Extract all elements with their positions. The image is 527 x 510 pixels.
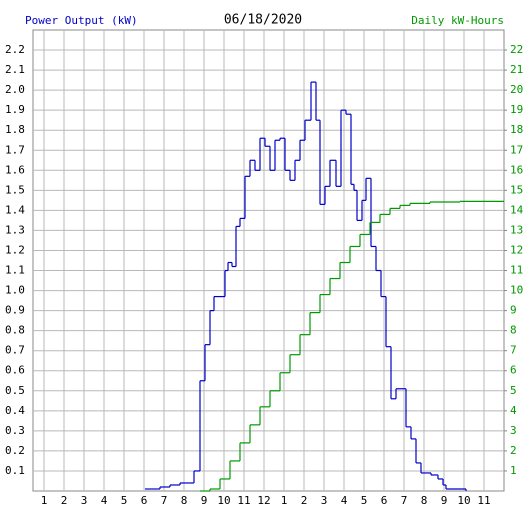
x-tick-label: 9: [441, 494, 448, 507]
x-tick-label: 4: [101, 494, 108, 507]
y2-tick-label: 21: [510, 63, 523, 76]
y2-tick-label: 6: [510, 364, 517, 377]
y2-tick-label: 1: [510, 464, 517, 477]
y-tick-label: 0.5: [5, 384, 25, 397]
plot-area: [32, 29, 505, 492]
x-tick-label: 11: [237, 494, 250, 507]
y2-tick-label: 8: [510, 324, 517, 337]
y-tick-label: 0.7: [5, 344, 25, 357]
y-tick-label: 0.6: [5, 364, 25, 377]
y-tick-label: 1.3: [5, 223, 25, 236]
x-tick-label: 5: [361, 494, 368, 507]
x-tick-label: 12: [257, 494, 270, 507]
y-tick-label: 0.2: [5, 444, 25, 457]
chart-title: 06/18/2020: [224, 13, 302, 28]
x-tick-label: 9: [201, 494, 208, 507]
x-tick-label: 4: [341, 494, 348, 507]
y-tick-label: 1.9: [5, 103, 25, 116]
y-tick-label: 0.1: [5, 464, 25, 477]
y2-tick-label: 16: [510, 163, 523, 176]
x-tick-label: 1: [41, 494, 48, 507]
y2-tick-label: 18: [510, 123, 523, 136]
y-tick-label: 0.3: [5, 424, 25, 437]
y2-axis-title: Daily kW-Hours: [411, 14, 504, 27]
y-tick-label: 0.8: [5, 324, 25, 337]
y2-tick-label: 3: [510, 424, 517, 437]
x-tick-label: 2: [61, 494, 68, 507]
y2-tick-label: 14: [510, 203, 524, 216]
y-tick-label: 1.1: [5, 264, 25, 277]
y2-tick-label: 4: [510, 404, 517, 417]
y-tick-label: 1.5: [5, 183, 25, 196]
x-tick-label: 10: [217, 494, 230, 507]
y2-tick-label: 10: [510, 284, 523, 297]
x-tick-label: 3: [81, 494, 88, 507]
x-tick-label: 6: [141, 494, 148, 507]
y2-tick-label: 9: [510, 304, 517, 317]
x-tick-label: 5: [121, 494, 128, 507]
y-tick-label: 0.9: [5, 304, 25, 317]
y2-tick-label: 15: [510, 183, 523, 196]
y2-tick-label: 17: [510, 143, 523, 156]
x-tick-label: 7: [161, 494, 168, 507]
y2-tick-label: 13: [510, 223, 523, 236]
x-tick-label: 11: [477, 494, 490, 507]
x-tick-label: 3: [321, 494, 328, 507]
y-axis-title: Power Output (kW): [25, 14, 138, 27]
y-tick-label: 1.8: [5, 123, 25, 136]
y2-tick-label: 20: [510, 83, 523, 96]
y2-tick-label: 2: [510, 444, 517, 457]
x-tick-label: 7: [401, 494, 408, 507]
x-tick-label: 8: [181, 494, 188, 507]
y2-tick-label: 11: [510, 264, 523, 277]
y-tick-label: 1.6: [5, 163, 25, 176]
x-tick-label: 1: [281, 494, 288, 507]
y2-tick-label: 22: [510, 43, 523, 56]
y-tick-label: 2.0: [5, 83, 25, 96]
y-tick-label: 1.2: [5, 243, 25, 256]
y2-tick-label: 7: [510, 344, 517, 357]
y-tick-label: 1.7: [5, 143, 25, 156]
y2-tick-label: 5: [510, 384, 517, 397]
y-tick-label: 1.4: [5, 203, 25, 216]
y-tick-label: 2.2: [5, 43, 25, 56]
y2-tick-label: 12: [510, 243, 523, 256]
x-tick-label: 10: [457, 494, 470, 507]
y2-tick-label: 19: [510, 103, 523, 116]
x-tick-label: 6: [381, 494, 388, 507]
x-tick-label: 8: [421, 494, 428, 507]
y-tick-label: 0.4: [5, 404, 25, 417]
y-tick-label: 2.1: [5, 63, 25, 76]
x-tick-label: 2: [301, 494, 308, 507]
y-tick-label: 1.0: [5, 284, 25, 297]
